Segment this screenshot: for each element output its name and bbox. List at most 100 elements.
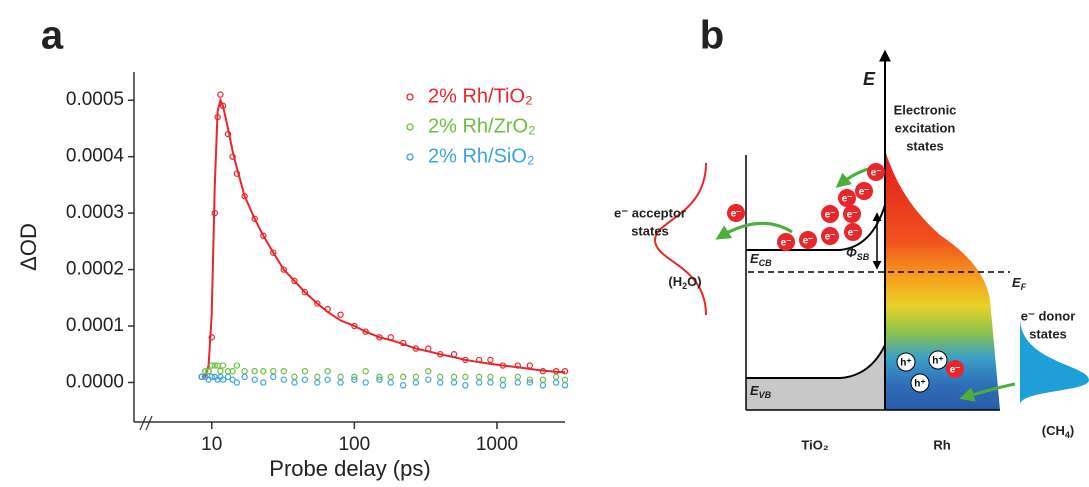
data-point [514, 373, 521, 381]
data-point [351, 322, 358, 330]
data-point [314, 379, 321, 386]
legend-marker [406, 153, 414, 161]
y-axis-title: ΔOD [16, 223, 41, 271]
data-point [425, 367, 432, 375]
data-point [362, 379, 369, 386]
data-point [205, 367, 212, 375]
data-point [526, 376, 534, 383]
cb-label: ECB [750, 251, 772, 268]
data-point [208, 373, 215, 381]
energy-label: E [863, 69, 876, 89]
data-point [233, 170, 241, 177]
data-point [351, 373, 358, 381]
data-point [208, 334, 215, 341]
data-point [314, 373, 321, 381]
data-point [399, 339, 407, 347]
y-tick-label: 0.0001 [66, 315, 124, 336]
y-tick-label: 0.0004 [66, 146, 125, 167]
electron-label: e⁻ [859, 187, 870, 198]
data-point [314, 300, 321, 307]
electron-label: e⁻ [781, 238, 792, 249]
electron [799, 231, 817, 249]
data-point [412, 379, 420, 386]
data-point [224, 130, 232, 138]
electron-label: e⁻ [825, 232, 836, 243]
data-point [362, 328, 369, 335]
data-point [561, 367, 569, 375]
data-point [229, 367, 236, 375]
data-point [450, 379, 458, 386]
data-point [219, 102, 227, 110]
data-point [301, 376, 309, 383]
metal-label: Rh [933, 437, 950, 452]
data-point [475, 379, 483, 386]
electron [821, 227, 839, 245]
data-point [260, 232, 267, 239]
electron [727, 204, 745, 222]
data-point [337, 379, 344, 386]
legend-marker [406, 93, 414, 101]
data-point [387, 373, 394, 381]
data-point [208, 362, 215, 369]
electron-label: e⁻ [731, 209, 742, 220]
data-point [251, 367, 258, 375]
data-point [291, 277, 298, 285]
electron-label: e⁻ [803, 236, 814, 247]
hole-label: h⁺ [900, 358, 911, 369]
data-point [198, 373, 205, 381]
data-point [539, 376, 547, 383]
data-point [291, 379, 298, 386]
data-point [526, 379, 534, 386]
donor-species: (CH4) [1042, 423, 1074, 440]
data-point [499, 376, 507, 383]
data-point [412, 373, 420, 381]
x-tick-label: 100 [338, 434, 370, 455]
excitation-label: Electronic [894, 102, 957, 117]
data-point [437, 351, 444, 358]
data-point [526, 362, 534, 369]
acceptor-label: e⁻ acceptor [614, 205, 686, 220]
data-point [487, 379, 494, 386]
hole [928, 350, 948, 370]
data-point [324, 367, 331, 375]
legend-label: 2% Rh/SiO₂ [428, 145, 535, 167]
data-point [291, 373, 298, 381]
data-point [324, 305, 331, 313]
y-tick-label: 0.0002 [66, 259, 124, 280]
electron-label: e⁻ [871, 168, 882, 179]
data-point [351, 376, 358, 383]
electron-label: e⁻ [848, 228, 859, 239]
x-tick-label: 1000 [476, 434, 518, 455]
data-point [437, 379, 444, 386]
data-point [499, 382, 507, 389]
data-point [425, 345, 432, 352]
data-point [514, 362, 521, 369]
electron [843, 205, 861, 223]
excitation-label: excitation [895, 120, 956, 135]
data-point [561, 382, 569, 389]
data-point [270, 373, 277, 381]
valence-band [746, 345, 885, 410]
data-point [241, 367, 248, 375]
electron-label: e⁻ [950, 365, 961, 376]
data-point [224, 373, 232, 381]
x-axis-title: Probe delay (ps) [269, 456, 430, 481]
electron [946, 360, 964, 378]
acceptor-distribution [653, 162, 707, 316]
data-point [211, 209, 218, 217]
acceptor-species: (H2O) [668, 274, 701, 291]
data-point [233, 379, 241, 386]
data-point [487, 356, 494, 364]
holes: h⁺ h⁺ h⁺ [896, 350, 948, 393]
hole-label: h⁺ [932, 356, 943, 367]
fermi-label: EF [1012, 275, 1027, 292]
diagram: b E Electronic excitation states e⁻ acce… [614, 14, 1089, 452]
data-point [450, 351, 458, 358]
electron-label: e⁻ [847, 210, 858, 221]
legend-label: 2% Rh/ZrO₂ [428, 115, 536, 137]
donor-label: e⁻ donor [1021, 308, 1076, 323]
data-point [514, 379, 521, 386]
data-point [280, 266, 287, 273]
data-point [337, 373, 344, 381]
